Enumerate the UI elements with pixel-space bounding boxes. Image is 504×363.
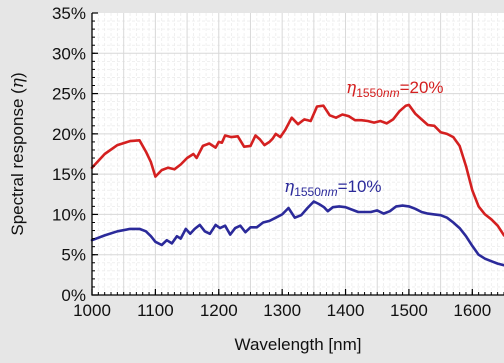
annotation-blue-symbol: η: [284, 177, 295, 197]
x-tick-label: 1200: [200, 301, 238, 320]
annotation-blue-value: =10%: [338, 177, 382, 196]
y-tick-label: 25%: [52, 85, 86, 104]
y-axis-title-prefix: Spectral response (: [8, 88, 27, 236]
annotation-blue-sub-unit: nm: [321, 185, 338, 199]
y-axis-title-symbol: η: [8, 77, 28, 88]
annotation-blue-sub-value: 1550: [294, 185, 321, 199]
y-axis-title: Spectral response (η): [8, 72, 28, 235]
x-tick-label: 1600: [453, 301, 491, 320]
x-tick-label: 1400: [327, 301, 365, 320]
y-tick-label: 35%: [52, 4, 86, 23]
y-tick-label: 0%: [61, 286, 86, 305]
y-tick-label: 5%: [61, 246, 86, 265]
x-tick-label: 1500: [390, 301, 428, 320]
annotation-red-sub-value: 1550: [356, 86, 383, 100]
annotation-red-symbol: η: [346, 78, 357, 98]
annotation-red-series: η1550nm=20%: [346, 78, 444, 100]
y-tick-label: 15%: [52, 165, 86, 184]
ticks: [91, 12, 504, 296]
y-tick-label: 10%: [52, 205, 86, 224]
annotation-red-value: =20%: [400, 78, 444, 97]
y-tick-label: 30%: [52, 44, 86, 63]
y-tick-labels: 0% 5% 10% 15% 20% 25% 30% 35%: [52, 4, 86, 305]
series-layer: [90, 103, 504, 267]
x-tick-label: 1000: [73, 301, 111, 320]
y-tick-label: 20%: [52, 125, 86, 144]
series-line-1: [90, 200, 504, 267]
plot-area: [92, 13, 504, 295]
series-line-0: [90, 103, 504, 237]
axes: [91, 13, 504, 296]
x-tick-label: 1300: [263, 301, 301, 320]
annotation-blue-series: η1550nm=10%: [284, 177, 382, 199]
x-axis-title: Wavelength [nm]: [235, 335, 362, 354]
x-tick-labels: 1000 1100 1200 1300 1400 1500 1600: [73, 301, 491, 320]
y-axis-title-suffix: ): [8, 72, 27, 78]
x-tick-label: 1100: [137, 301, 174, 320]
annotation-red-sub-unit: nm: [383, 86, 400, 100]
